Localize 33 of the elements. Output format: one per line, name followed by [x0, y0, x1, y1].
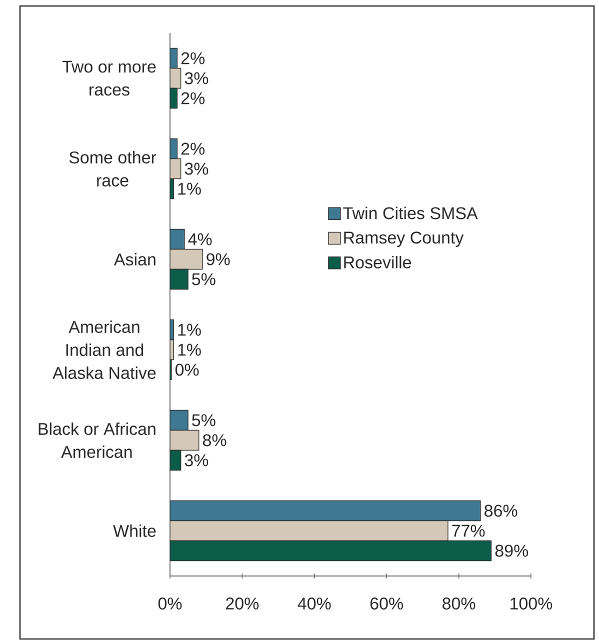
data-label: 3% [184, 454, 208, 466]
y-tick-label: Two or more races [62, 60, 156, 96]
data-label: 2% [181, 52, 205, 64]
data-label: 5% [192, 273, 216, 286]
x-tick-label: 0% [158, 598, 182, 610]
x-tick-label: 20% [226, 598, 259, 610]
data-label: 77% [452, 524, 485, 537]
y-tick-label: Some other race [69, 151, 156, 186]
data-label: 1% [178, 182, 201, 195]
data-label: 9% [206, 253, 230, 266]
data-label: 86% [484, 504, 518, 517]
legend-label: Twin Cities SMSA [343, 206, 478, 220]
y-tick-label: Asian [114, 253, 156, 266]
data-label: 2% [181, 92, 205, 104]
legend-label: Ramsey County [344, 232, 464, 247]
data-label: 1% [178, 324, 201, 336]
data-label: 8% [202, 434, 226, 446]
data-label: 4% [188, 233, 212, 246]
data-label: 89% [495, 544, 528, 557]
data-label: 3% [184, 72, 208, 84]
y-tick-label: American Indian and Alaska Native [52, 320, 156, 379]
x-tick-label: 60% [370, 598, 403, 610]
x-tick-label: 100% [510, 598, 552, 610]
y-tick-label: Black or African American [38, 422, 156, 458]
data-label: 3% [184, 162, 208, 175]
legend-label: Roseville [344, 256, 412, 268]
data-label: 5% [192, 414, 216, 426]
data-label: 2% [181, 142, 205, 155]
x-tick-label: 80% [442, 598, 476, 610]
data-label: 0% [175, 364, 199, 376]
x-tick-label: 40% [298, 598, 331, 610]
data-label: 1% [178, 344, 201, 356]
y-tick-label: White [113, 524, 156, 537]
